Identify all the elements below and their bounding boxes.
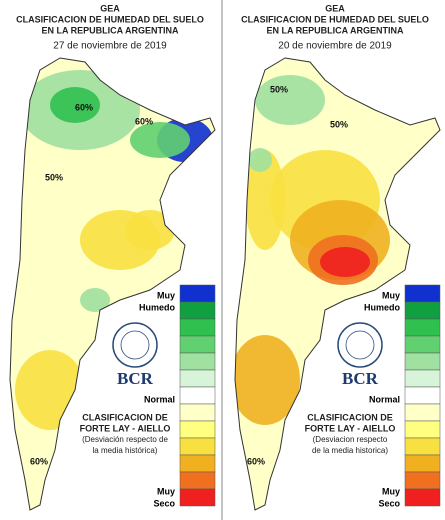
moisture-zone — [248, 148, 272, 172]
legend-swatch — [404, 335, 441, 354]
legend-swatch — [179, 352, 216, 371]
legend-swatch — [179, 301, 216, 320]
method-note: (Desviacion respecto — [313, 435, 388, 444]
logo-text: BCR — [342, 369, 379, 388]
contour-label: 60% — [75, 102, 93, 112]
legend-label: Muy — [157, 290, 175, 300]
legend-swatch — [179, 420, 216, 439]
method-note: la media histórica) — [93, 446, 158, 455]
method-note: de la media historica) — [312, 446, 388, 455]
moisture-zone — [255, 75, 325, 125]
legend-swatch — [179, 437, 216, 456]
legend-swatch — [179, 471, 216, 490]
legend-label: Normal — [369, 394, 400, 404]
contour-label: 60% — [30, 456, 48, 466]
logo-seal — [337, 322, 383, 368]
logo-seal — [112, 322, 158, 368]
legend-label: Normal — [144, 394, 175, 404]
legend-swatch — [404, 318, 441, 337]
moisture-layer — [235, 75, 390, 425]
legend-swatch — [404, 403, 441, 422]
map-date: 27 de noviembre de 2019 — [53, 41, 167, 52]
legend-swatch — [179, 403, 216, 422]
legend-label: Seco — [153, 498, 175, 508]
contour-label: 60% — [135, 116, 153, 126]
method-note: CLASIFICACION DE — [82, 412, 168, 422]
logo-text: BCR — [117, 369, 154, 388]
legend-swatch — [179, 369, 216, 388]
legend-swatch — [179, 488, 216, 507]
moisture-zone — [80, 288, 110, 312]
legend-label: Muy — [382, 290, 400, 300]
moisture-zone — [235, 335, 300, 425]
contour-label: 60% — [247, 456, 265, 466]
legend-swatch — [404, 369, 441, 388]
contour-label: 50% — [270, 84, 288, 94]
legend-swatch — [404, 301, 441, 320]
moisture-zone — [125, 210, 175, 250]
method-note: FORTE LAY - AIELLO — [305, 423, 396, 433]
map-title: GEA — [100, 3, 120, 13]
legend-label: Muy — [157, 486, 175, 496]
moisture-zone — [50, 87, 100, 123]
map-title: EN LA REPUBLICA ARGENTINA — [267, 25, 405, 35]
legend-swatch — [404, 471, 441, 490]
legend-swatch — [404, 488, 441, 507]
map-title: CLASIFICACION DE HUMEDAD DEL SUELO — [16, 14, 204, 24]
legend-swatch — [179, 318, 216, 337]
legend-swatch — [404, 386, 441, 405]
legend-swatch — [404, 454, 441, 473]
moisture-zone — [130, 122, 190, 158]
legend-label: Humedo — [139, 302, 176, 312]
method-note: CLASIFICACION DE — [307, 412, 393, 422]
legend-swatch — [404, 437, 441, 456]
legend-swatch — [179, 284, 216, 303]
moisture-zone — [245, 150, 285, 250]
moisture-zone — [320, 247, 370, 277]
legend-swatch — [404, 352, 441, 371]
map-date: 20 de noviembre de 2019 — [278, 41, 392, 52]
legend-swatch — [404, 284, 441, 303]
map-title: EN LA REPUBLICA ARGENTINA — [42, 25, 180, 35]
map-title: CLASIFICACION DE HUMEDAD DEL SUELO — [241, 14, 429, 24]
contour-label: 50% — [45, 172, 63, 182]
legend-swatch — [404, 420, 441, 439]
legend-label: Muy — [382, 486, 400, 496]
legend-swatch — [179, 386, 216, 405]
legend-label: Seco — [378, 498, 400, 508]
contour-label: 50% — [330, 119, 348, 129]
logo-seal-inner — [345, 330, 375, 360]
method-note: FORTE LAY - AIELLO — [80, 423, 171, 433]
legend-swatch — [179, 335, 216, 354]
legend-swatch — [179, 454, 216, 473]
method-note: (Desviación respecto de — [82, 435, 168, 444]
logo-seal-inner — [120, 330, 150, 360]
map-title: GEA — [325, 3, 345, 13]
legend-label: Humedo — [364, 302, 401, 312]
